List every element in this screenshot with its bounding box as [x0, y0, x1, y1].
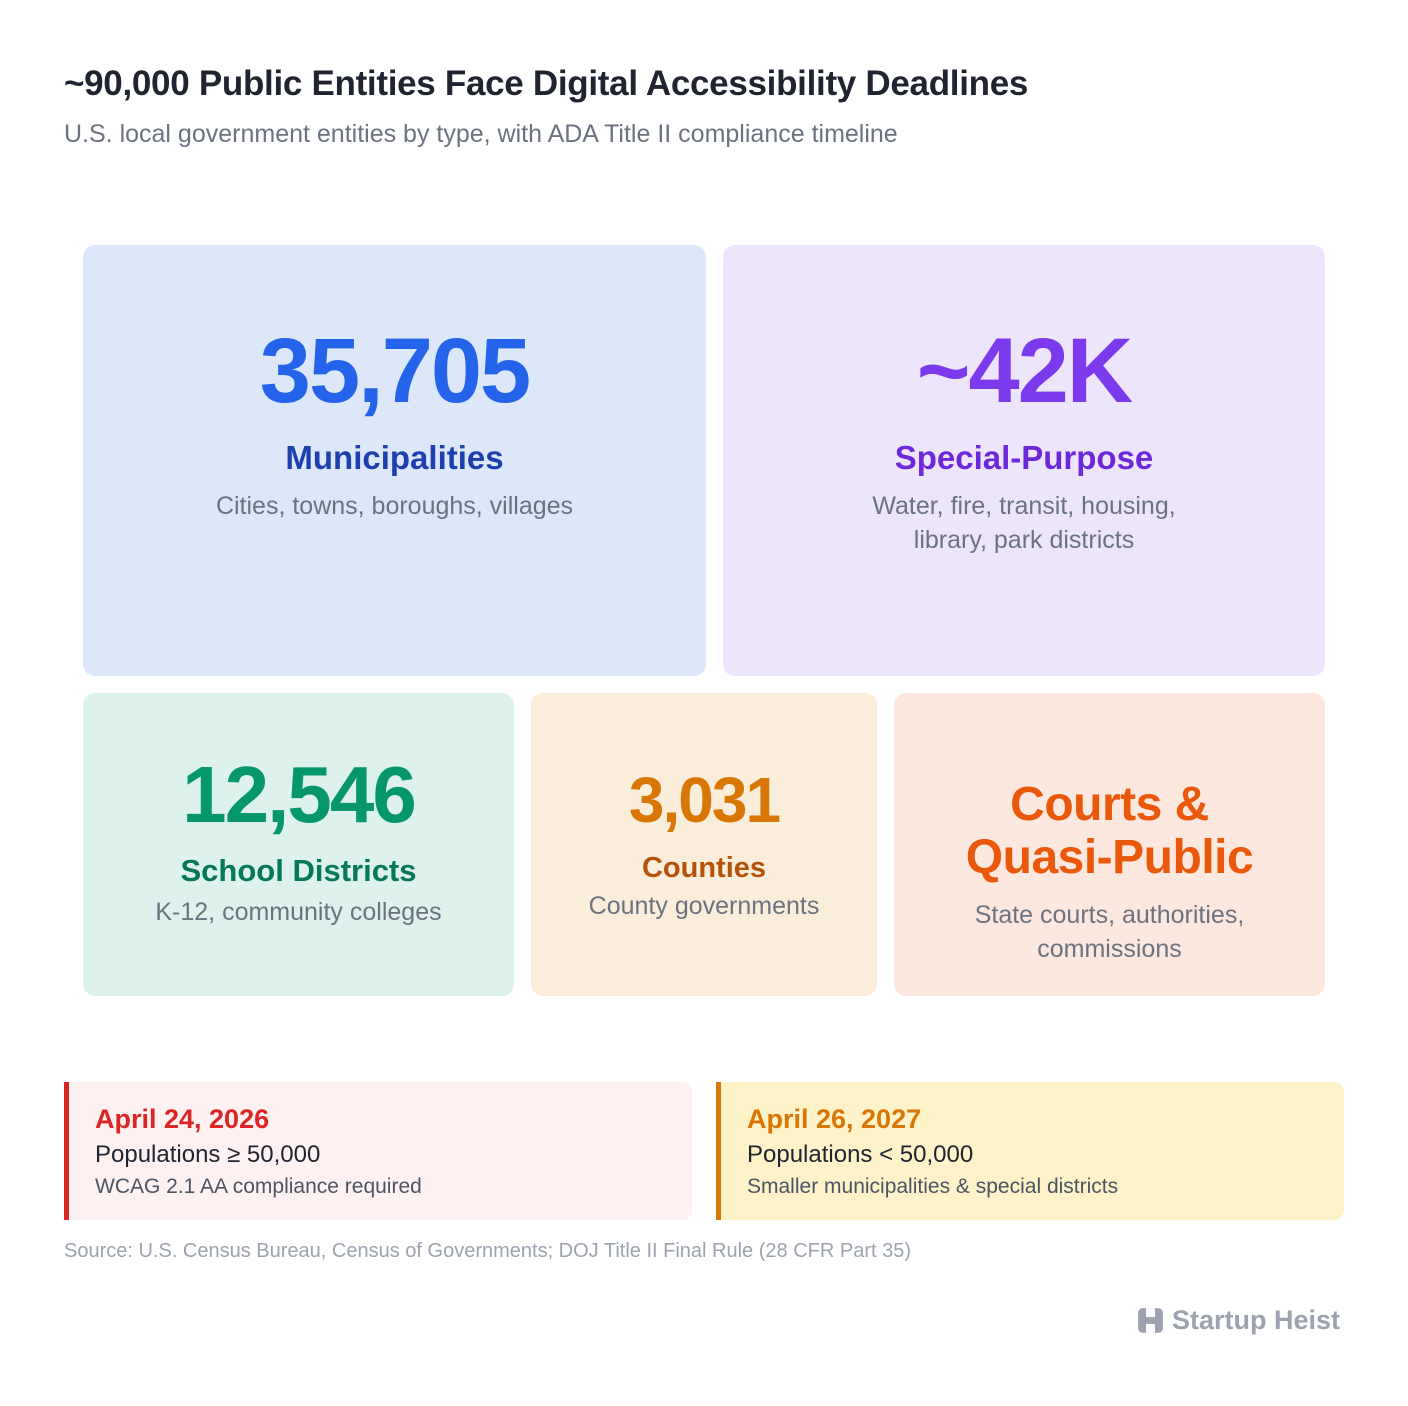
desc-line: library, park districts	[913, 526, 1135, 554]
tile-value: 3,031	[628, 764, 781, 836]
brand-logo: Startup Heist	[1137, 1302, 1340, 1338]
label-line: Quasi-Public	[965, 831, 1254, 884]
desc-line: Water, fire, transit, housing,	[872, 492, 1176, 520]
deadline-requirement: Smaller municipalities & special distric…	[747, 1175, 1119, 1198]
chart-subtitle: U.S. local government entities by type, …	[64, 120, 898, 148]
tile-value: ~42K	[916, 320, 1134, 422]
tile-special-purpose: ~42K Special-Purpose Water, fire, transi…	[723, 245, 1325, 676]
deadline-card-2026: April 24, 2026 Populations ≥ 50,000 WCAG…	[64, 1082, 692, 1220]
tile-label: Special-Purpose	[894, 439, 1154, 476]
tile-description: Water, fire, transit, housing, library, …	[723, 489, 1325, 557]
tile-description: State courts, authorities, commissions	[894, 898, 1325, 966]
chart-title: ~90,000 Public Entities Face Digital Acc…	[64, 64, 1029, 103]
tile-label: Municipalities	[285, 439, 504, 476]
deadline-date: April 24, 2026	[95, 1104, 270, 1134]
desc-line: State courts, authorities,	[974, 901, 1245, 929]
desc-line: County governments	[588, 892, 820, 920]
tile-value: 35,705	[259, 320, 531, 422]
label-line: Courts &	[1010, 778, 1209, 831]
desc-line: Cities, towns, boroughs, villages	[215, 492, 574, 520]
tile-description: County governments	[531, 889, 877, 923]
tile-label: Counties	[641, 852, 767, 884]
deadline-date: April 26, 2027	[747, 1104, 922, 1134]
tile-label: School Districts	[180, 853, 417, 888]
tile-municipalities: 35,705 Municipalities Cities, towns, bor…	[83, 245, 706, 676]
tile-counties: 3,031 Counties County governments	[531, 693, 877, 996]
deadline-population: Populations < 50,000	[747, 1141, 974, 1168]
tile-description: K-12, community colleges	[83, 895, 514, 929]
tile-school-districts: 12,546 School Districts K-12, community …	[83, 693, 514, 996]
tile-value: 12,546	[182, 750, 417, 839]
deadline-card-2027: April 26, 2027 Populations < 50,000 Smal…	[716, 1082, 1344, 1220]
deadline-requirement: WCAG 2.1 AA compliance required	[95, 1175, 422, 1198]
deadline-population: Populations ≥ 50,000	[95, 1141, 321, 1168]
source-note: Source: U.S. Census Bureau, Census of Go…	[64, 1240, 912, 1262]
tile-label: Courts & Quasi-Public	[894, 778, 1325, 884]
building-icon	[1138, 1307, 1163, 1333]
desc-line: K-12, community colleges	[155, 898, 442, 926]
brand-name: Startup Heist	[1171, 1304, 1340, 1335]
tile-courts-quasi-public: Courts & Quasi-Public State courts, auth…	[894, 693, 1325, 996]
desc-line: commissions	[1037, 935, 1182, 963]
tile-description: Cities, towns, boroughs, villages	[83, 489, 706, 523]
